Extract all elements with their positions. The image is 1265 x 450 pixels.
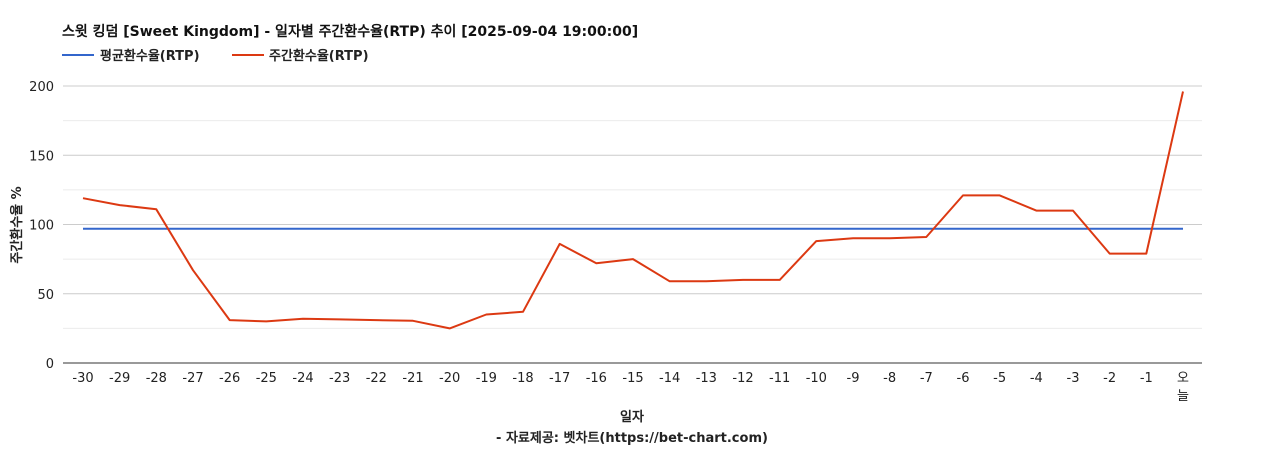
chart-legend: 평균환수율(RTP) 주간환수율(RTP) — [62, 48, 369, 64]
x-tick-label: -25 — [256, 371, 277, 386]
x-tick-label: -20 — [439, 371, 460, 386]
x-tick-label: -2 — [1103, 371, 1116, 386]
x-tick-label: -26 — [219, 371, 240, 386]
y-tick-label: 150 — [29, 149, 54, 164]
x-tick-label: -12 — [732, 371, 753, 386]
source-note: - 자료제공: 벳차트(https://bet-chart.com) — [496, 430, 768, 446]
x-tick-label: -17 — [549, 371, 570, 386]
x-axis-title: 일자 — [620, 410, 644, 425]
legend-label-average[interactable]: 평균환수율(RTP) — [100, 48, 200, 64]
x-tick-label: -3 — [1067, 371, 1080, 386]
x-tick-label: -14 — [659, 371, 680, 386]
x-tick-label: -16 — [586, 371, 607, 386]
y-tick-label: 0 — [46, 357, 54, 372]
y-tick-label: 100 — [29, 219, 54, 234]
y-axis-title: 주간환수율 % — [9, 186, 25, 263]
series-line-weekly-rtp[interactable] — [82, 91, 1184, 330]
x-tick-label: -28 — [146, 371, 167, 386]
y-axis-ticks: 0 50 100 150 200 — [29, 80, 54, 372]
x-tick-label: -1 — [1140, 371, 1153, 386]
x-axis-ticks: -30 -29 -28 -27 -26 -25 -24 -23 -22 -21 -20 -19 -18 -… — [72, 371, 1189, 404]
x-tick-label: -15 — [622, 371, 643, 386]
x-tick-label: -7 — [920, 371, 933, 386]
y-tick-label: 200 — [29, 80, 54, 95]
x-tick-label: -8 — [883, 371, 896, 386]
x-tick-label: -24 — [292, 371, 313, 386]
x-tick-label: -29 — [109, 371, 130, 386]
chart-gridlines — [63, 85, 1202, 329]
x-tick-label: -27 — [182, 371, 203, 386]
y-tick-label: 50 — [37, 288, 54, 303]
x-tick-label: -21 — [402, 371, 423, 386]
x-tick-label: -18 — [512, 371, 533, 386]
x-tick-label: -9 — [847, 371, 860, 386]
chart-series-lines — [82, 91, 1184, 330]
x-tick-label: -4 — [1030, 371, 1043, 386]
x-tick-label: -5 — [993, 371, 1006, 386]
x-tick-label: -13 — [696, 371, 717, 386]
chart-title: 스윗 킹덤 [Sweet Kingdom] - 일자별 주간환수율(RTP) 추… — [62, 23, 638, 40]
x-tick-label: -6 — [957, 371, 970, 386]
x-tick-label: -19 — [476, 371, 497, 386]
x-tick-label: -23 — [329, 371, 350, 386]
x-tick-label: -22 — [366, 371, 387, 386]
legend-label-weekly[interactable]: 주간환수율(RTP) — [269, 48, 369, 64]
x-tick-label: -11 — [769, 371, 790, 386]
x-tick-label: -10 — [806, 371, 827, 386]
x-tick-label: -30 — [72, 371, 93, 386]
